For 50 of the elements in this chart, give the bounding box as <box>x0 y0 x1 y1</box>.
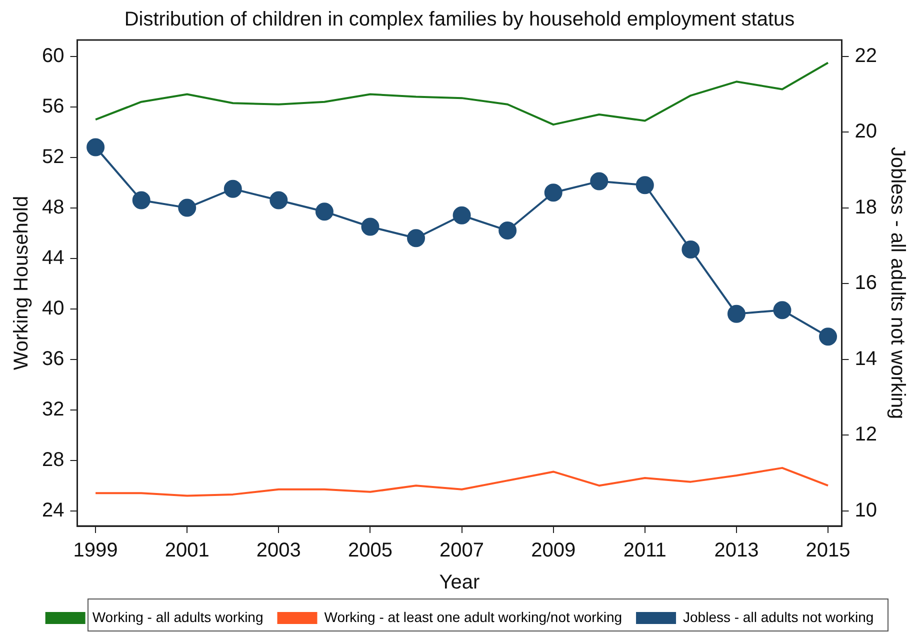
y-tick-label: 28 <box>42 448 64 471</box>
y-tick-label: 32 <box>42 398 64 420</box>
chart-title: Distribution of children in complex families by household employment status <box>124 8 795 31</box>
y-axis-title: Working Household <box>10 196 33 370</box>
point <box>178 198 196 217</box>
x-tick-label: 2015 <box>806 540 850 562</box>
x-tick-label: 2003 <box>256 540 301 562</box>
x-tick-label: 2009 <box>531 540 576 562</box>
point <box>132 191 150 210</box>
y2-tick-label: 12 <box>854 424 878 446</box>
legend-label: Jobless - all adults not working <box>683 608 874 625</box>
legend-label: Working - at least one adult working/not working <box>324 608 622 625</box>
y2-tick-label: 22 <box>854 44 878 67</box>
x-tick-label: 1999 <box>73 540 118 562</box>
point <box>270 191 288 210</box>
point <box>636 176 654 194</box>
point <box>727 304 746 323</box>
point <box>224 180 242 198</box>
y-tick-label: 48 <box>42 196 64 218</box>
y-tick-label: 24 <box>42 499 64 522</box>
point <box>544 184 562 202</box>
point <box>361 218 380 236</box>
point <box>773 301 792 320</box>
x-tick-label: 2007 <box>440 540 484 562</box>
x-tick-label: 2013 <box>714 540 759 562</box>
y-tick-label: 60 <box>42 44 64 67</box>
legend-label: Working - all adults working <box>92 608 264 625</box>
y-tick-label: 56 <box>42 95 64 118</box>
y2-tick-label: 16 <box>854 272 878 294</box>
y2-tick-label: 20 <box>854 120 878 143</box>
x-axis-title: Year <box>439 572 480 594</box>
point <box>407 229 426 248</box>
x-tick-label: 2001 <box>164 540 210 562</box>
y-tick-label: 36 <box>42 348 64 370</box>
point <box>86 138 105 156</box>
point <box>819 328 838 346</box>
point <box>498 222 517 240</box>
point <box>452 206 471 224</box>
y-tick-label: 52 <box>42 146 64 168</box>
y2-tick-label: 10 <box>854 499 878 522</box>
x-tick-label: 2011 <box>623 540 666 562</box>
x-tick-label: 2005 <box>348 540 392 562</box>
y2-axis-title: Jobless - all adults not working <box>886 146 908 420</box>
point <box>682 240 700 258</box>
y2-tick-label: 18 <box>854 196 878 218</box>
y-tick-label: 40 <box>42 297 64 320</box>
point <box>315 202 334 221</box>
y2-tick-label: 14 <box>854 348 878 370</box>
y-tick-label: 44 <box>42 246 64 269</box>
point <box>590 172 608 190</box>
